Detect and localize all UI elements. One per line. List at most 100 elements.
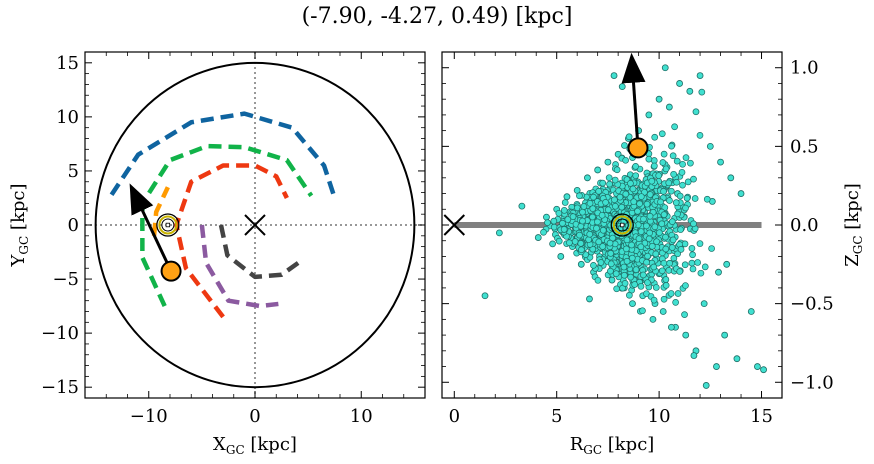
right-xtick-label: 10: [648, 406, 671, 427]
star-point-cloud: [684, 178, 692, 186]
star-point-cloud: [662, 233, 669, 241]
left-ytick-label: 5: [68, 161, 79, 182]
star-point-cloud: [611, 176, 619, 184]
star-point-cloud: [607, 250, 615, 257]
star-point-cloud: [576, 192, 583, 200]
star-point-cloud: [599, 243, 607, 250]
star-point-cloud: [612, 270, 620, 277]
star-point-cloud: [637, 282, 645, 290]
star-point-cloud: [683, 194, 691, 202]
star-point-cloud: [622, 190, 630, 198]
star-point-cloud: [625, 133, 633, 141]
star-point-cloud: [660, 259, 668, 267]
star-point: [610, 72, 618, 79]
star-point: [747, 308, 755, 315]
star-point: [715, 268, 722, 276]
star-point-cloud: [681, 240, 689, 248]
star-point-cloud: [639, 307, 646, 315]
star-point-cloud: [646, 229, 653, 237]
star-point-cloud: [687, 159, 694, 167]
right-ytick-label: 0.0: [790, 215, 819, 236]
star-point-cloud: [637, 193, 645, 200]
star-point-cloud: [579, 217, 586, 225]
star-point: [618, 83, 626, 90]
star-point: [727, 174, 735, 182]
star-point-cloud: [697, 269, 705, 277]
spiral-arm-3: [140, 143, 314, 308]
star-point-cloud: [623, 236, 631, 244]
star-point: [737, 190, 745, 197]
star-point-cloud: [632, 266, 640, 274]
star-point-cloud: [668, 244, 676, 251]
star-point-cloud: [593, 224, 600, 232]
star-point-cloud: [665, 179, 673, 187]
star-point: [645, 111, 653, 119]
left-star-marker: [160, 260, 182, 282]
left-galactic-center-marker: [244, 214, 266, 236]
star-point-cloud: [636, 200, 643, 208]
star-point: [586, 295, 593, 303]
star-point-cloud: [598, 211, 606, 219]
star-point: [760, 366, 767, 374]
star-point-cloud: [611, 196, 618, 204]
star-point-cloud: [569, 213, 577, 220]
star-point-cloud: [620, 263, 628, 271]
star-point-cloud: [616, 193, 624, 201]
star-point-cloud: [645, 155, 653, 163]
star-point: [608, 276, 616, 284]
star-point-cloud: [691, 195, 699, 202]
star-point: [661, 64, 669, 72]
star-point-cloud: [643, 200, 651, 208]
star-point-cloud: [662, 282, 670, 289]
star-point-cloud: [648, 177, 656, 185]
left-galactic-center-marker-stroke-b: [244, 214, 266, 236]
star-point: [706, 142, 714, 150]
star-point: [713, 363, 720, 370]
star-point-cloud: [653, 238, 660, 246]
star-point-cloud: [696, 240, 704, 247]
star-point: [717, 158, 724, 166]
left-ytick-label: 10: [56, 107, 79, 128]
right-galactic-center-marker-stroke-b: [443, 214, 465, 236]
star-point: [682, 331, 690, 339]
left-xtick-label: −10: [130, 406, 168, 427]
right-panel-rz: 0 5 10 15 −1.0 −0.5 0.0 0.5 1.0 RGC [kpc] ZGC [k…: [441, 51, 865, 457]
left-ytick-label: 15: [56, 53, 79, 74]
star-point-cloud: [677, 246, 685, 253]
star-point-cloud: [559, 219, 566, 227]
star-point-cloud: [689, 251, 696, 259]
star-point: [518, 202, 526, 210]
star-point: [723, 260, 731, 268]
star-point-cloud: [595, 187, 603, 195]
star-point-cloud: [668, 218, 676, 225]
figure-title: (-7.90, -4.27, 0.49) [kpc]: [301, 4, 573, 29]
star-point-cloud: [580, 203, 588, 210]
left-sun-marker-outer-ring: [156, 213, 180, 237]
galaxy-boundary-circle: [94, 61, 416, 389]
star-point-cloud: [604, 206, 612, 214]
star-point-cloud: [660, 295, 668, 303]
star-point-cloud: [670, 170, 677, 178]
star-point-cloud: [667, 187, 675, 195]
star-point-cloud: [682, 154, 690, 161]
star-point-cloud: [666, 259, 674, 267]
star-point: [534, 234, 542, 241]
star-point-cloud: [658, 267, 666, 275]
star-point-cloud: [540, 228, 547, 236]
star-point-cloud: [650, 263, 658, 271]
star-point-cloud: [589, 205, 597, 213]
star-point-cloud: [676, 192, 684, 200]
star-point-cloud: [621, 271, 628, 279]
star-point-cloud: [630, 198, 638, 206]
star-point-cloud: [628, 241, 635, 249]
star-point-cloud: [703, 195, 711, 203]
left-ytick-label: −15: [41, 377, 79, 398]
star-point-cloud: [688, 259, 696, 267]
star-point-cloud: [660, 150, 668, 158]
star-point-cloud: [657, 198, 664, 206]
star-point-cloud: [672, 299, 679, 306]
star-point: [700, 300, 708, 308]
right-xtick-label: 5: [551, 406, 562, 427]
star-point-cloud: [644, 252, 651, 260]
star-point-cloud: [659, 159, 667, 166]
